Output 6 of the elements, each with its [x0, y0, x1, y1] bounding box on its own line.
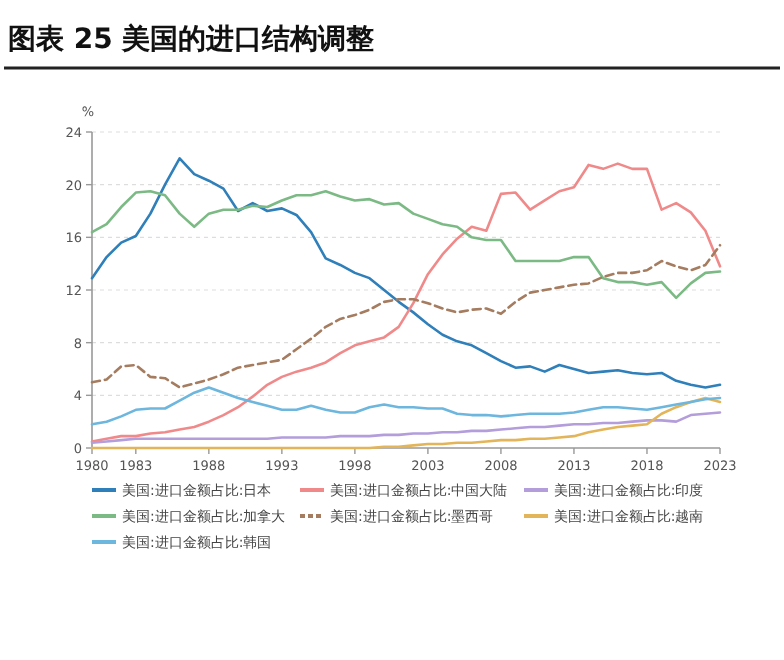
line-series	[90, 162, 722, 443]
line-series	[90, 243, 722, 389]
chart-title: 图表 25 美国的进口结构调整	[8, 22, 377, 56]
line-series	[90, 157, 722, 389]
line-series	[90, 386, 722, 426]
line-series	[90, 189, 722, 300]
